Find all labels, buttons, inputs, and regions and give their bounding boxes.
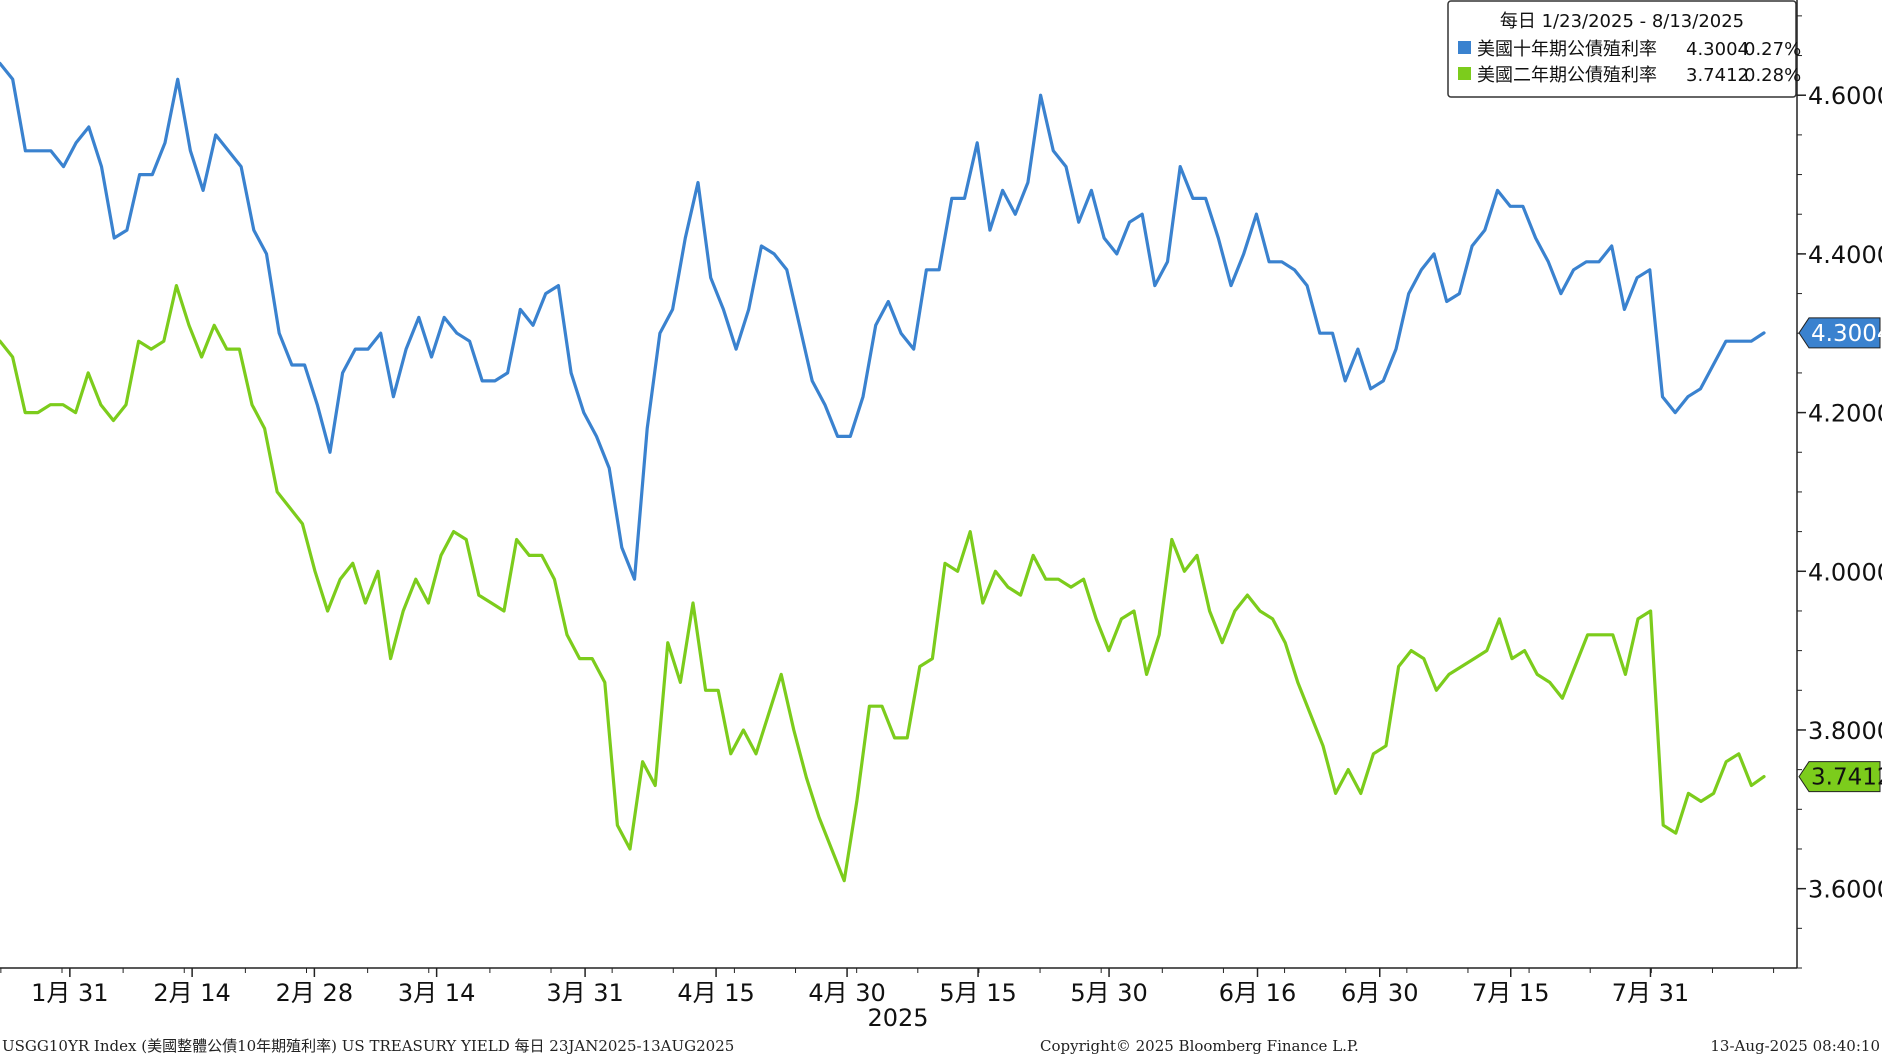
footer-index-description: USGG10YR Index (美國整體公債10年期殖利率) US TREASU… xyxy=(2,1037,734,1055)
y-tick-label: 3.8000 xyxy=(1808,717,1882,745)
y-tick-label: 4.4000 xyxy=(1808,241,1882,269)
series-line-0 xyxy=(0,61,1766,581)
y-tick-label: 4.0000 xyxy=(1808,558,1882,586)
legend-series-2y-last: 3.7412 xyxy=(1686,65,1749,86)
last-value-tag-label-1: 3.7412 xyxy=(1811,765,1882,791)
y-tick-layer: 4.6000 4.4000 4.2000 4.0000 3.8000 3.6000 xyxy=(1797,15,1882,969)
y-tick-label: 3.6000 xyxy=(1808,876,1882,904)
y-tick-label: 4.2000 xyxy=(1808,400,1882,428)
x-tick-label: 6月 16 xyxy=(1219,979,1296,1007)
x-tick-label: 5月 15 xyxy=(939,979,1016,1007)
series-line-1 xyxy=(0,284,1766,883)
x-tick-label: 7月 15 xyxy=(1472,979,1549,1007)
x-tick-label: 2月 28 xyxy=(276,979,353,1007)
last-value-tag-0 xyxy=(1798,317,1881,349)
x-tick-label: 5月 30 xyxy=(1070,979,1147,1007)
legend-series-10y-name: 美國十年期公債殖利率 xyxy=(1477,38,1657,60)
legend-series-2y-name: 美國二年期公債殖利率 xyxy=(1477,64,1657,86)
legend-series-10y-change: 0.27% xyxy=(1744,39,1801,60)
x-tick-layer: 1月 31 2月 14 2月 28 3月 14 3月 31 4月 15 4月 30 5月 15… xyxy=(0,968,1775,1007)
legend-swatch-2y xyxy=(1458,67,1471,80)
x-tick-label: 2月 14 xyxy=(153,979,230,1007)
x-tick-label: 1月 31 xyxy=(31,979,108,1007)
legend-series-2y-change: 0.28% xyxy=(1744,65,1801,86)
x-tick-label: 3月 14 xyxy=(398,979,475,1007)
legend-box: 每日 1/23/2025 - 8/13/2025 美國十年期公債殖利率 4.30… xyxy=(1447,0,1801,98)
series-lines-layer xyxy=(0,61,1766,883)
legend-swatch-10y xyxy=(1458,41,1471,54)
x-tick-label: 7月 31 xyxy=(1612,979,1689,1007)
y-tick-label: 4.6000 xyxy=(1808,82,1882,110)
x-tick-label: 4月 15 xyxy=(677,979,754,1007)
x-tick-label: 4月 30 xyxy=(808,979,885,1007)
x-axis-year-label: 2025 xyxy=(867,1004,928,1032)
footer-timestamp: 13-Aug-2025 08:40:10 xyxy=(1710,1037,1880,1055)
last-value-tag-1 xyxy=(1798,761,1881,793)
last-value-tag-label-0: 4.3004 xyxy=(1811,321,1882,347)
legend-header: 每日 1/23/2025 - 8/13/2025 xyxy=(1500,11,1744,32)
footer-copyright: Copyright© 2025 Bloomberg Finance L.P. xyxy=(1040,1037,1359,1055)
legend-series-10y-last: 4.3004 xyxy=(1686,39,1749,60)
x-tick-label: 6月 30 xyxy=(1341,979,1418,1007)
last-value-tags: 4.3004 3.7412 xyxy=(1798,317,1882,793)
x-tick-label: 3月 31 xyxy=(546,979,623,1007)
